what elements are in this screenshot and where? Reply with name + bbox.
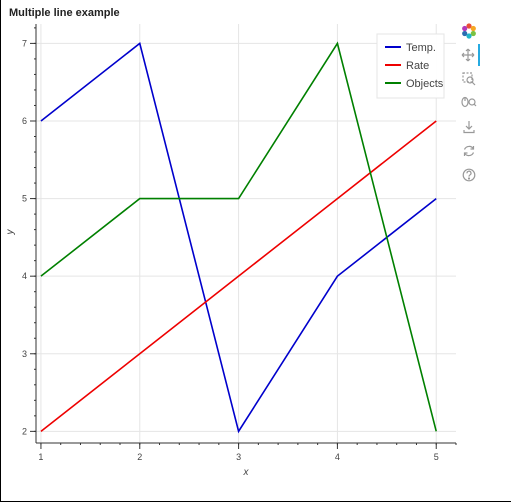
box-zoom-icon[interactable]	[458, 68, 480, 90]
y-tick-label-5: 6	[22, 116, 27, 126]
y-tick-label-2: 3	[22, 349, 27, 359]
x-tick-label-4: 4	[335, 452, 340, 462]
series-line-1	[40, 42, 437, 434]
bokeh-logo-icon[interactable]	[458, 20, 480, 42]
y-tick-label-1: 2	[22, 426, 27, 436]
toolbar	[458, 20, 480, 188]
legend-label-3: Objects	[406, 78, 444, 90]
help-icon[interactable]	[458, 164, 480, 186]
y-axis-label: y	[5, 229, 16, 236]
series-layer	[40, 41, 438, 434]
legend: Temp. Rate Objects	[376, 33, 445, 99]
x-axis-label: x	[243, 467, 250, 478]
pan-icon[interactable]	[458, 44, 480, 66]
x-tick-label-3: 3	[236, 452, 241, 462]
x-tick-label-2: 2	[137, 452, 142, 462]
y-tick-label-3: 4	[22, 271, 27, 281]
chart-title: Multiple line example	[9, 7, 120, 19]
series-line-3	[40, 41, 438, 432]
legend-label-1: Temp.	[406, 42, 436, 54]
grid	[36, 24, 456, 443]
save-icon[interactable]	[458, 116, 480, 138]
legend-label-2: Rate	[406, 60, 429, 72]
reset-icon[interactable]	[458, 140, 480, 162]
axes: 1 2 3 4 5 2 3 4 5 6 7	[22, 24, 457, 462]
x-tick-label-1: 1	[38, 452, 43, 462]
y-tick-label-6: 7	[22, 38, 27, 48]
x-tick-label-5: 5	[434, 452, 439, 462]
wheel-zoom-icon[interactable]	[458, 92, 480, 114]
y-tick-label-4: 5	[22, 194, 27, 204]
